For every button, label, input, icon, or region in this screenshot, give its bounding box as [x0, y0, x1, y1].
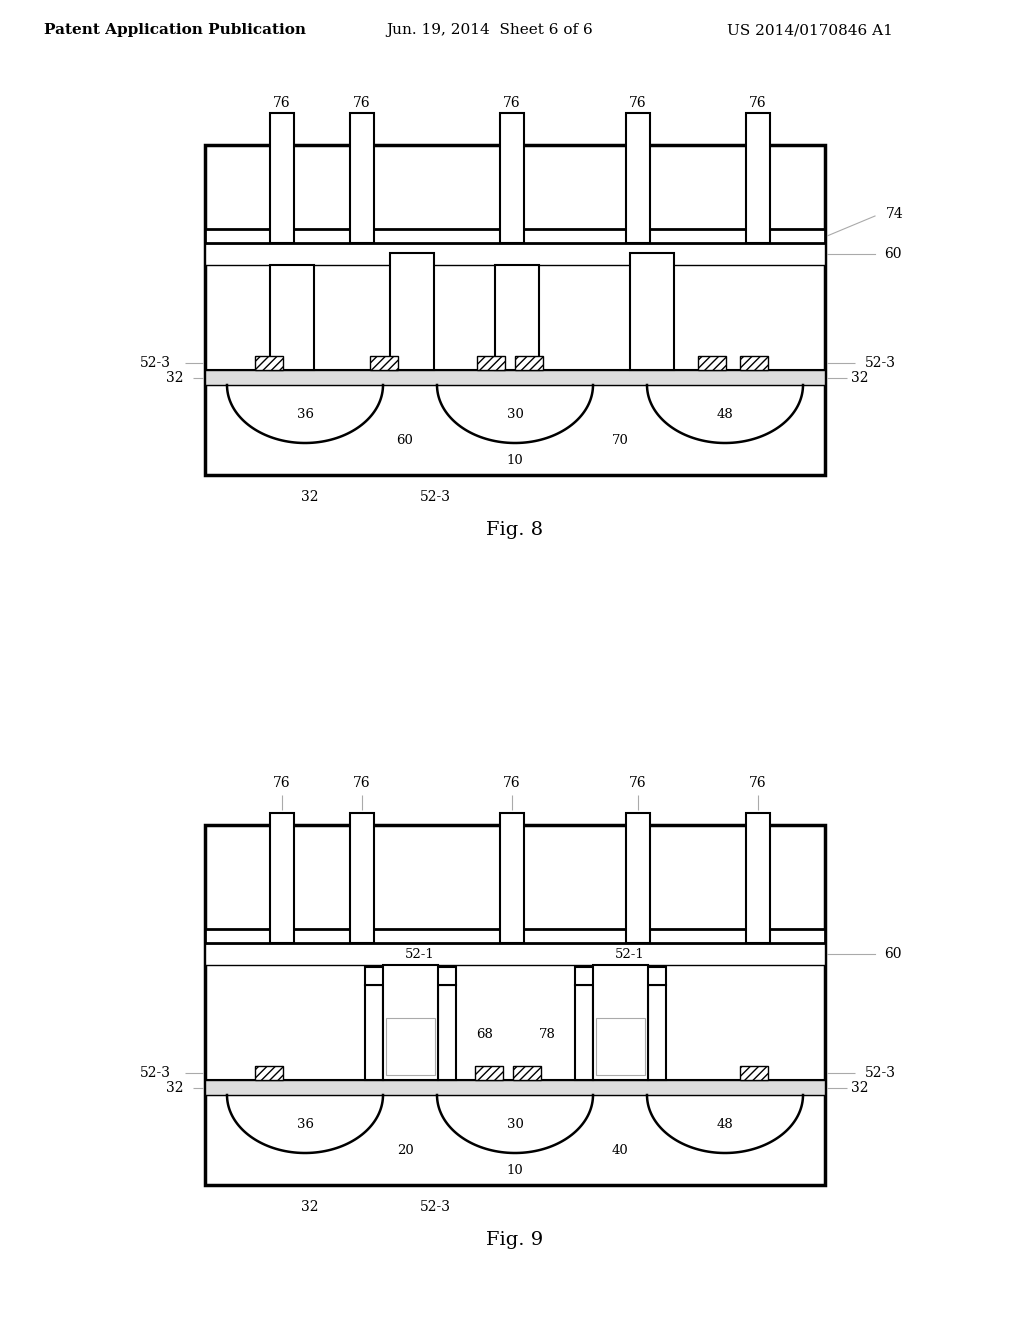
Text: 52-3: 52-3 [420, 490, 451, 504]
Text: 58: 58 [284, 292, 300, 305]
Bar [477, 356, 505, 370]
Text: 30: 30 [507, 1118, 523, 1131]
Bar [205, 1080, 825, 1096]
Text: 76: 76 [353, 776, 371, 789]
Text: 76: 76 [629, 776, 647, 789]
Text: 20: 20 [396, 1143, 414, 1156]
Bar [390, 253, 434, 370]
Bar [205, 228, 825, 243]
Bar [515, 356, 543, 370]
Text: 60: 60 [885, 247, 902, 261]
Text: 26: 26 [366, 1011, 382, 1024]
Text: 32: 32 [851, 1081, 868, 1094]
Bar [513, 1067, 541, 1080]
Text: Fig. 8: Fig. 8 [486, 521, 544, 539]
Text: 40: 40 [611, 1143, 629, 1156]
Text: 26: 26 [438, 1011, 456, 1024]
Text: 46: 46 [648, 1011, 666, 1024]
Bar [746, 114, 770, 243]
Text: 74: 74 [886, 207, 904, 220]
Bar [500, 813, 524, 942]
Text: 60: 60 [885, 946, 902, 961]
Bar [255, 1067, 283, 1080]
Bar [698, 356, 726, 370]
Bar [270, 265, 314, 370]
Bar [575, 968, 666, 985]
Text: 76: 76 [503, 96, 521, 110]
Bar [386, 1018, 435, 1074]
Text: 52-1: 52-1 [406, 949, 435, 961]
Text: 52-3: 52-3 [139, 1067, 171, 1080]
Text: 52-3: 52-3 [139, 356, 171, 370]
Bar [630, 253, 674, 370]
Bar [205, 145, 825, 475]
Bar [593, 965, 648, 1080]
Bar [383, 965, 438, 1080]
Bar [205, 929, 825, 942]
Bar [350, 114, 374, 243]
Text: 76: 76 [353, 96, 371, 110]
Text: 76: 76 [629, 96, 647, 110]
Bar [626, 813, 650, 942]
Text: Patent Application Publication: Patent Application Publication [44, 22, 306, 37]
Text: 76: 76 [750, 776, 767, 789]
Text: Fig. 9: Fig. 9 [486, 1232, 544, 1249]
Text: 48: 48 [717, 408, 733, 421]
Bar [255, 356, 283, 370]
Text: 36: 36 [297, 1118, 313, 1131]
Bar [438, 985, 456, 1080]
Bar [270, 813, 294, 942]
Bar [205, 243, 825, 265]
Text: 52-3: 52-3 [864, 1067, 896, 1080]
Bar [205, 370, 825, 385]
Text: 32: 32 [166, 371, 183, 384]
Text: 32: 32 [166, 1081, 183, 1094]
Bar [365, 968, 456, 985]
Bar [746, 813, 770, 942]
Bar [495, 265, 539, 370]
Text: 46: 46 [575, 1011, 593, 1024]
Text: US 2014/0170846 A1: US 2014/0170846 A1 [727, 22, 893, 37]
Text: Jun. 19, 2014  Sheet 6 of 6: Jun. 19, 2014 Sheet 6 of 6 [387, 22, 593, 37]
Text: 10: 10 [507, 1163, 523, 1176]
Bar [648, 985, 666, 1080]
Text: 22: 22 [401, 1039, 419, 1052]
Text: 62: 62 [403, 292, 421, 305]
Bar [350, 813, 374, 942]
Text: 72: 72 [643, 292, 660, 305]
Bar [475, 1067, 503, 1080]
Text: 52-3: 52-3 [420, 1200, 451, 1214]
Bar [500, 114, 524, 243]
Text: 36: 36 [297, 408, 313, 421]
Bar [596, 1018, 645, 1074]
Bar [740, 1067, 768, 1080]
Text: 76: 76 [273, 776, 291, 789]
Text: 58: 58 [509, 292, 525, 305]
Bar [270, 114, 294, 243]
Bar [205, 942, 825, 965]
Text: 48: 48 [717, 1118, 733, 1131]
Bar [575, 985, 593, 1080]
Text: 32: 32 [851, 371, 868, 384]
Text: 76: 76 [273, 96, 291, 110]
Text: 52-3: 52-3 [864, 356, 896, 370]
Text: 68: 68 [476, 1028, 494, 1041]
Bar [740, 356, 768, 370]
Bar [365, 985, 383, 1080]
Text: 10: 10 [507, 454, 523, 466]
Bar [626, 114, 650, 243]
Text: 32: 32 [301, 490, 318, 504]
Text: 60: 60 [396, 433, 414, 446]
Text: 76: 76 [503, 776, 521, 789]
Text: 70: 70 [611, 433, 629, 446]
Text: 42: 42 [611, 1039, 629, 1052]
Text: 52-1: 52-1 [615, 949, 645, 961]
Bar [370, 356, 398, 370]
Text: 32: 32 [301, 1200, 318, 1214]
Text: 78: 78 [539, 1028, 555, 1041]
Text: 76: 76 [750, 96, 767, 110]
Text: 30: 30 [507, 408, 523, 421]
Bar [205, 825, 825, 1185]
